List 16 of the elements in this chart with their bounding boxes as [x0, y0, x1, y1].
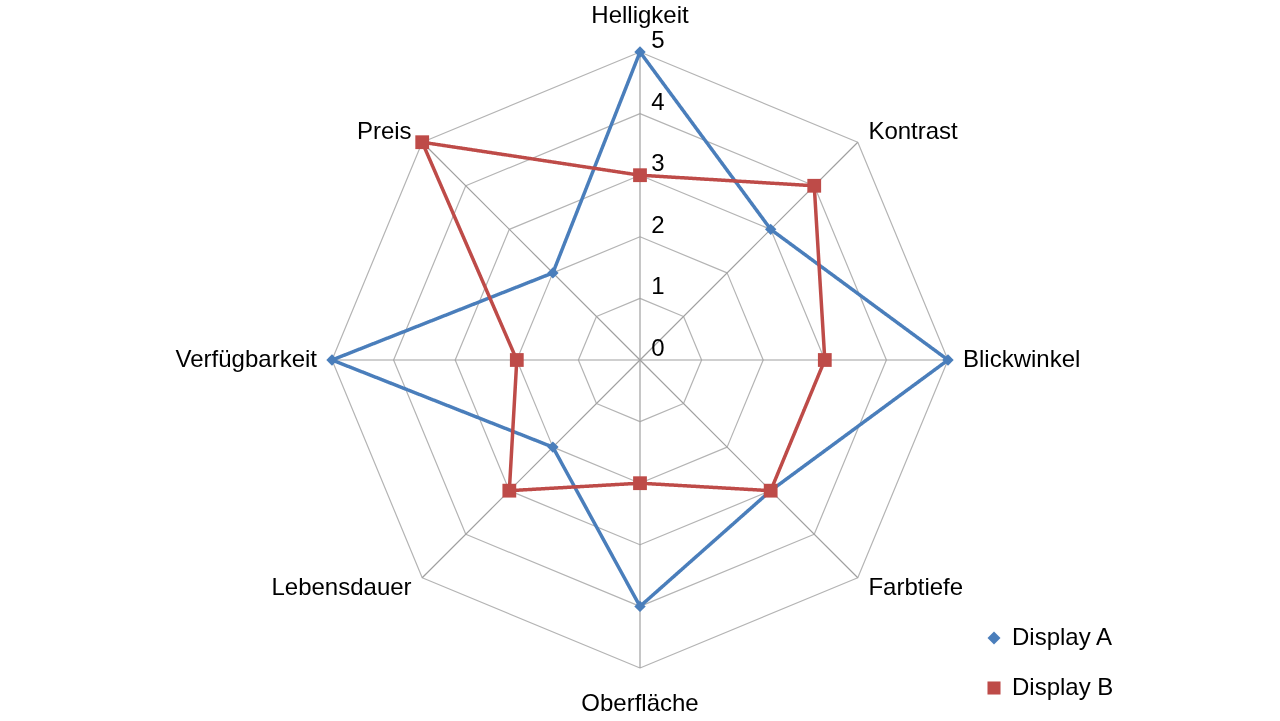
spoke-label: Preis	[356, 116, 412, 144]
legend-label: Display B	[1012, 673, 1114, 700]
spoke-label: Helligkeit	[591, 1, 690, 28]
y-tick-label: 1	[651, 272, 665, 300]
legend-label: Display A	[1012, 623, 1113, 650]
y-tick-label: 5	[651, 26, 665, 53]
spoke-label: Oberfläche	[581, 689, 699, 716]
spoke-label: Lebensdauer	[271, 573, 412, 601]
spoke-label: Kontrast	[868, 116, 959, 144]
spoke-label: Blickwinkel	[963, 345, 1081, 372]
y-tick-label: 0	[651, 334, 665, 361]
y-tick-label: 3	[651, 149, 665, 177]
spoke-label: Farbtiefe	[868, 573, 964, 601]
spoke-label: Verfügbarkeit	[175, 345, 318, 372]
y-tick-label: 2	[651, 210, 665, 238]
y-tick-label: 4	[651, 87, 665, 115]
